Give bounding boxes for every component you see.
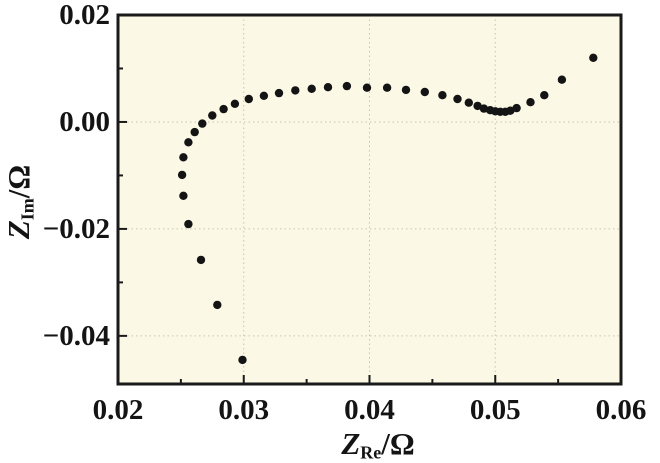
data-point [420, 87, 429, 97]
x-tick-label: 0.02 [92, 394, 144, 426]
data-point [453, 94, 462, 104]
data-point [438, 91, 447, 100]
data-point [184, 219, 193, 229]
x-axis-title: ZRe/Ω [341, 426, 415, 463]
data-point [323, 83, 333, 92]
data-point [177, 170, 187, 180]
data-point [307, 84, 316, 94]
data-point [382, 83, 392, 92]
x-axis-subscript: Re [360, 442, 382, 463]
x-tick-label: 0.03 [218, 394, 270, 426]
x-axis-symbol: Z [341, 426, 361, 461]
data-point [540, 91, 549, 100]
data-point [464, 98, 473, 107]
y-tick-label: 0.02 [59, 0, 110, 31]
data-point [184, 138, 193, 147]
data-point [479, 104, 489, 113]
data-point [589, 53, 598, 62]
data-point [179, 153, 188, 162]
data-point [244, 94, 253, 104]
x-tick-label: 0.06 [595, 394, 647, 426]
data-point [291, 86, 300, 95]
data-point [259, 91, 269, 101]
data-point [230, 99, 240, 109]
x-axis-units: /Ω [381, 426, 415, 461]
y-axis-units: /Ω [1, 164, 36, 199]
gridlines [118, 15, 621, 384]
data-point [342, 81, 352, 91]
x-tick-label: 0.05 [469, 394, 521, 426]
data-point [401, 85, 411, 95]
data-point [526, 98, 535, 107]
data-points [177, 53, 598, 365]
data-point [274, 88, 284, 98]
data-point [362, 83, 372, 92]
data-point [196, 255, 206, 265]
data-point [557, 75, 567, 84]
plot-frame [116, 13, 623, 386]
data-point [473, 101, 482, 111]
data-point [506, 106, 515, 115]
y-tick-label: 0.00 [59, 105, 110, 138]
data-point [179, 191, 188, 200]
data-point [213, 300, 222, 310]
y-tick-label: −0.02 [42, 212, 110, 245]
data-point [238, 355, 247, 365]
data-point [190, 127, 199, 137]
data-point [198, 119, 207, 128]
data-point [512, 103, 521, 113]
x-tick-label: 0.04 [344, 394, 395, 426]
data-point [208, 111, 217, 120]
y-tick-label: −0.04 [42, 319, 110, 352]
data-point [219, 104, 228, 114]
